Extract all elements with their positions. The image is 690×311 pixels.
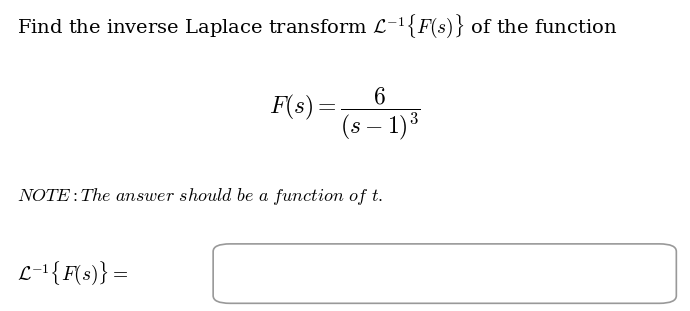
Text: $F(s) = \dfrac{6}{(s-1)^3}$: $F(s) = \dfrac{6}{(s-1)^3}$ — [269, 86, 421, 142]
Text: $\mathit{NOTE: The\ answer\ should\ be\ a\ function\ of\ t.}$: $\mathit{NOTE: The\ answer\ should\ be\ … — [17, 186, 383, 207]
Text: Find the inverse Laplace transform $\mathcal{L}^{-1}\{F(s)\}$ of the function: Find the inverse Laplace transform $\mat… — [17, 12, 618, 40]
Text: $\mathcal{L}^{-1}\{F(s)\} = $: $\mathcal{L}^{-1}\{F(s)\} = $ — [17, 259, 129, 287]
FancyBboxPatch shape — [213, 244, 676, 303]
